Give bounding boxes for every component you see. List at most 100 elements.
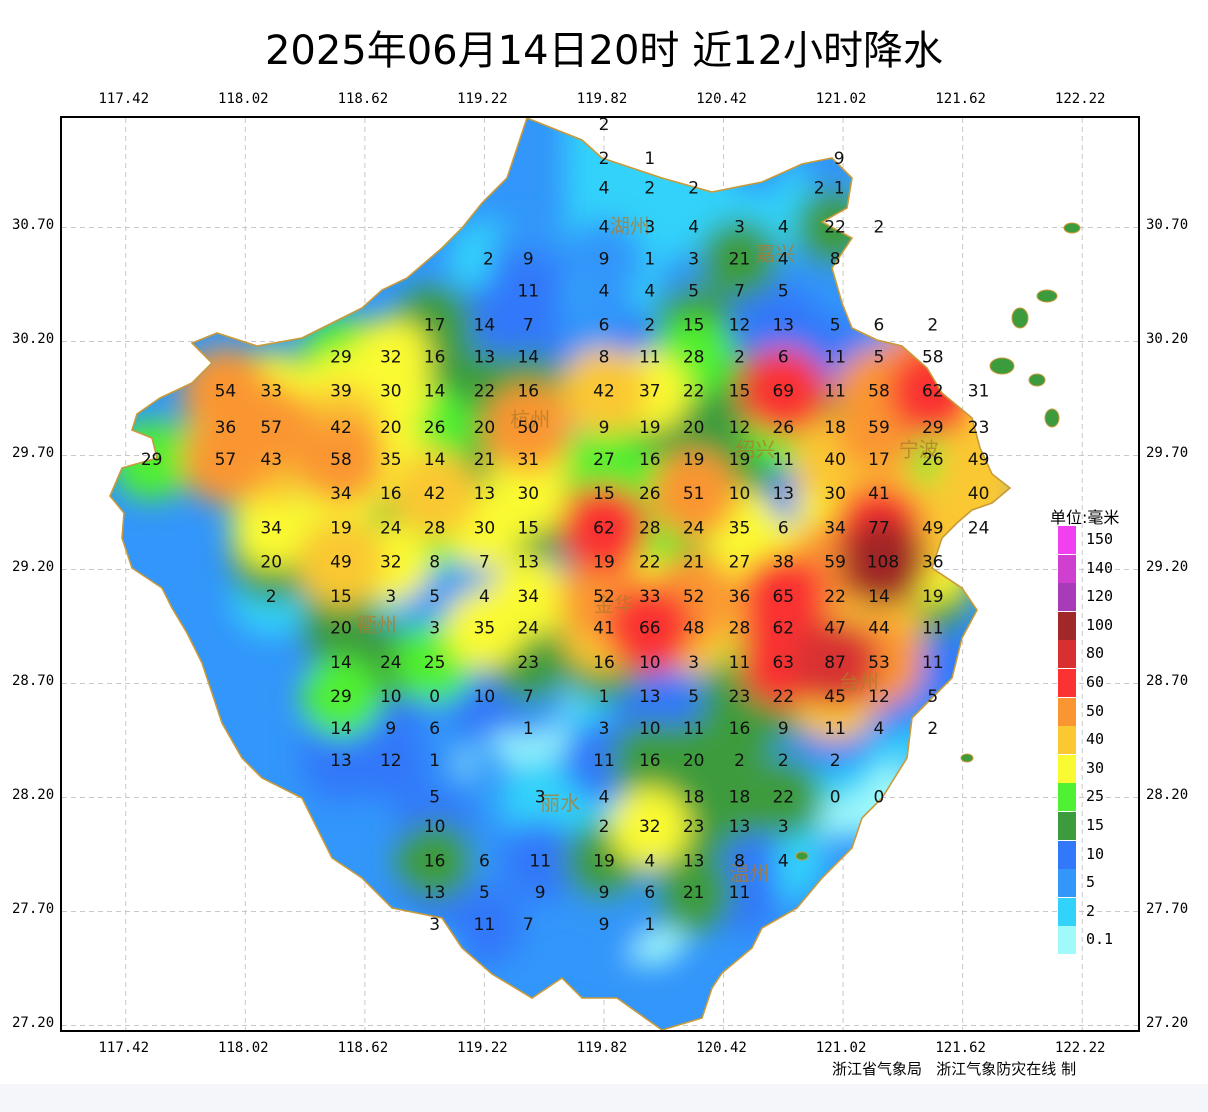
station-value: 9 [599,883,610,903]
station-value: 4 [778,249,789,269]
station-value: 4 [599,179,610,199]
station-value: 36 [215,418,237,438]
rain-cell [394,821,475,902]
station-value: 16 [517,382,539,402]
station-value: 29 [330,687,352,707]
station-value: 11 [824,382,846,402]
station-value: 6 [599,315,610,335]
station-value: 26 [772,418,794,438]
station-value: 5 [688,687,699,707]
station-value: 3 [734,217,745,237]
station-value: 41 [593,619,615,639]
station-value: 59 [868,418,890,438]
station-value: 3 [688,653,699,673]
legend-entry: 0.1 [1058,926,1148,955]
station-value: 40 [968,484,990,504]
rain-cell [743,757,824,838]
station-value: 9 [523,249,534,269]
rain-cell [653,720,734,801]
station-value: 49 [968,450,990,470]
station-value: 7 [734,281,745,301]
station-value: 24 [517,619,539,639]
lat-tick-label: 29.20 [1146,559,1189,576]
legend-label: 50 [1086,701,1105,720]
station-value: 13 [729,817,751,837]
legend-entry: 15 [1058,812,1148,840]
legend-label: 120 [1086,587,1114,606]
station-value: 42 [330,418,352,438]
station-value: 13 [639,687,661,707]
station-value: 7 [523,687,534,707]
station-value: 29 [141,450,163,470]
rain-cell [609,787,690,868]
station-value: 11 [683,719,705,739]
station-value: 4 [599,787,610,807]
lat-tick-label: 29.20 [12,559,55,576]
station-value: 34 [260,518,282,538]
station-value: 57 [215,450,237,470]
station-value: 20 [683,751,705,771]
station-value: 6 [644,883,655,903]
station-value: 4 [778,217,789,237]
footer-strip [0,1084,1208,1112]
island [1036,289,1058,303]
city-label: 嘉兴 [755,241,795,265]
station-values: 22 1 94 2 2 2 14 3 4 3 4 22 22 9 9 1 3 21 4 811 4 4 5 7 517 14 7 6 2… [141,118,990,935]
station-value: 22 [639,553,661,573]
station-value: 28 [424,518,446,538]
rain-cell [181,416,270,504]
station-value: 7 [523,315,534,335]
lon-tick-label: 118.02 [218,1040,269,1056]
station-value: 28 [639,518,661,538]
legend-entry: 140 [1058,554,1148,583]
station-value: 5 [830,315,841,335]
lat-tick-label: 28.20 [12,787,55,804]
station-value: 6 [429,719,440,739]
station-value: 14 [868,587,890,607]
station-value: 22 [824,587,846,607]
station-value: 63 [772,653,794,673]
rain-cell [739,347,828,436]
station-value: 24 [968,518,990,538]
rain-cell [653,853,734,934]
station-value: 54 [215,382,237,402]
station-value: 9 [385,719,396,739]
legend-swatch [1058,783,1076,812]
station-value: 19 [330,518,352,538]
station-value: 28 [729,619,751,639]
station-value: 13 [474,484,496,504]
station-value: 11 [729,653,751,673]
station-value: 13 [330,751,352,771]
station-value: 16 [424,851,446,871]
station-value: 18 [729,787,751,807]
city-label: 杭州 [510,408,550,432]
station-value: 15 [330,587,352,607]
station-value: 11 [824,719,846,739]
station-value: 19 [639,418,661,438]
legend-label: 10 [1086,844,1105,863]
station-value: 58 [922,347,944,367]
station-value: 14 [330,719,352,739]
station-value: 29 [922,418,944,438]
station-value: 51 [683,484,705,504]
station-value: 32 [380,347,402,367]
station-value: 29 [330,347,352,367]
station-value: 3 [429,619,440,639]
station-value: 18 [824,418,846,438]
station-value: 35 [474,619,496,639]
station-value: 58 [868,382,890,402]
rain-cell [296,416,385,504]
station-value: 22 [824,217,846,237]
station-value: 24 [380,518,402,538]
station-value: 15 [517,518,539,538]
station-value: 32 [639,817,661,837]
station-value: 8 [830,249,841,269]
station-value: 13 [683,851,705,871]
station-value: 11 [639,347,661,367]
lon-tick-label: 121.62 [935,1040,986,1056]
lon-tick-label: 119.82 [576,91,628,107]
station-value: 20 [380,418,402,438]
station-value: 28 [683,347,705,367]
lat-tick-label: 27.70 [1146,901,1189,918]
legend-label: 150 [1086,530,1114,548]
